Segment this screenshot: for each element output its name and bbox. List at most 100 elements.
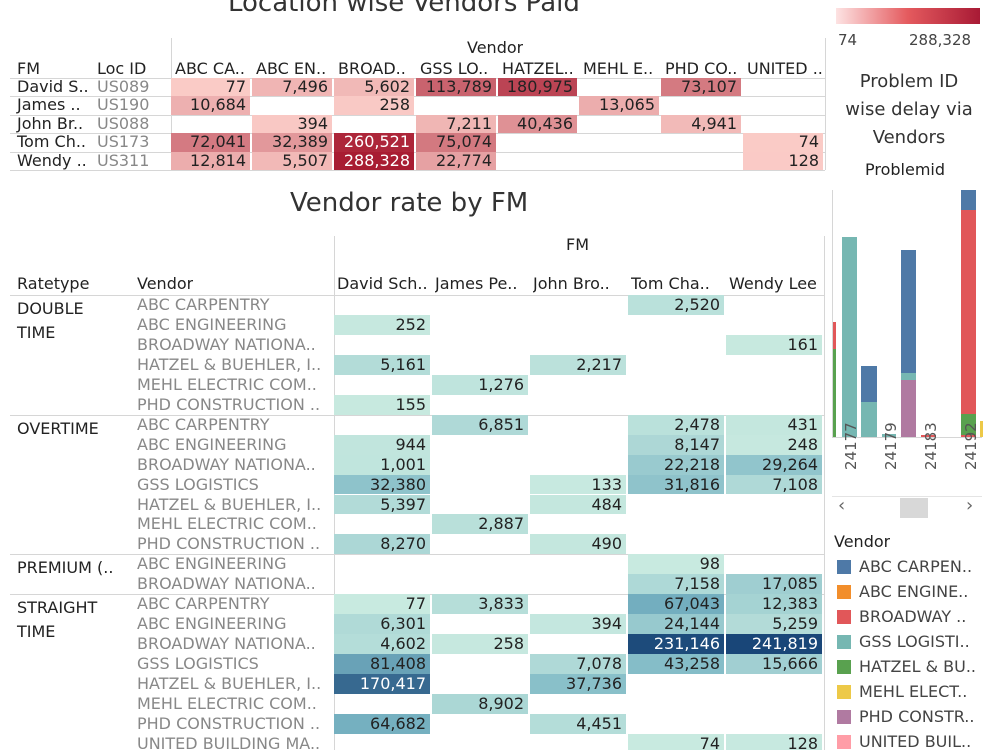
ratetype-name: DOUBLE [17,299,84,318]
heatmap-cell: 258 [432,634,528,655]
right-title-line3: Vendors [872,127,946,148]
vendor-name: PHD CONSTRUCTION .. [137,534,321,554]
legend-label[interactable]: ABC CARPEN.. [859,557,973,576]
heatmap-cell: 17,085 [726,574,822,595]
heatmap-cell: 31,816 [628,474,724,495]
legend-swatch[interactable] [837,735,851,749]
loc-id: US089 [97,77,150,96]
bar-segment [961,190,976,210]
bar-segment [961,435,976,437]
fm-name: Tom Ch.. [17,132,86,152]
scrollbar-thumb[interactable] [900,498,928,518]
group-divider [10,554,824,556]
row-divider [10,170,825,171]
group-divider [10,295,824,296]
problemid-tick: 24183 [922,422,940,470]
legend-label[interactable]: ABC ENGINE.. [859,582,969,601]
heatmap-cell: 7,211 [416,114,496,134]
heatmap-cell: 113,789 [416,77,496,97]
heatmap-cell: 12,814 [171,151,250,170]
heatmap-cell: 81,408 [334,654,430,675]
heatmap-cell: 8,147 [628,434,724,455]
problemid-tick: 24177 [842,422,860,470]
top-vendor-header: MEHL E.. [583,59,654,78]
vendor-name: MEHL ELECTRIC COM.. [137,514,317,534]
grid-line [825,38,826,170]
ratetype-name: PREMIUM (.. [17,558,114,578]
heatmap-cell: 5,259 [726,614,822,635]
heatmap-cell: 74 [743,132,823,152]
bar-segment [961,210,976,414]
fm-name: John Br.. [17,113,84,133]
legend-label[interactable]: UNITED BUIL.. [859,732,972,750]
mid-chart-title: Vendor rate by FM [290,188,529,218]
heatmap-cell: 7,496 [252,77,332,97]
heatmap-cell: 1,276 [432,374,528,395]
heat-legend-min: 74 [838,31,858,49]
legend-label[interactable]: BROADWAY .. [859,607,967,626]
heatmap-cell: 98 [628,554,724,575]
heatmap-cell: 15,666 [726,654,822,675]
legend-label[interactable]: PHD CONSTR.. [859,707,975,726]
grid-line [824,236,825,750]
ratetype-name: STRAIGHT [17,598,98,618]
heatmap-cell: 170,417 [334,674,430,694]
heatmap-cell: 241,819 [726,634,822,655]
vendor-name: ABC ENGINEERING [137,614,287,634]
mid-fm-group-label: FM [566,235,590,254]
bar-segment [861,429,877,437]
heatmap-cell: 5,161 [334,354,430,375]
heatmap-cell: 67,043 [628,594,724,615]
heatmap-cell: 64,682 [334,713,430,734]
heatmap-cell: 7,108 [726,474,822,495]
legend-swatch[interactable] [837,710,851,724]
heatmap-cell: 6,301 [334,614,430,635]
bar-segment [842,237,857,437]
heatmap-cell: 2,478 [628,414,724,435]
legend-label[interactable]: GSS LOGISTI.. [859,632,970,651]
legend-swatch[interactable] [837,610,851,624]
heatmap-cell: 22,774 [416,151,496,170]
bar-segment [861,402,877,429]
top-fm-header: FM [17,59,41,78]
heatmap-cell: 258 [334,95,414,115]
heatmap-cell: 5,602 [334,77,414,97]
legend-swatch[interactable] [837,635,851,649]
top-chart-title: Location wise Vendors Paid [228,0,580,18]
heatmap-cell: 2,217 [530,354,626,375]
heatmap-cell: 40,436 [498,114,577,134]
heatmap-cell: 231,146 [628,634,724,655]
heatmap-cell: 128 [726,733,822,750]
bar-segment [882,434,896,437]
legend-swatch[interactable] [837,585,851,599]
vendor-name: ABC CARPENTRY [137,594,270,614]
legend-label[interactable]: MEHL ELECT.. [859,682,968,701]
legend-label[interactable]: HATZEL & BU.. [859,657,976,676]
heatmap-cell: 8,270 [334,534,430,555]
problemid-axis-label: Problemid [865,160,946,179]
top-vendor-header: BROAD.. [338,59,406,78]
vendor-name: HATZEL & BUEHLER, I.. [137,674,322,694]
mid-fm-header: James Pe.. [435,274,518,293]
vendor-name: PHD CONSTRUCTION .. [137,713,321,733]
top-locid-header: Loc ID [97,59,147,78]
heatmap-cell: 180,975 [498,77,577,97]
heatmap-cell: 32,389 [252,132,332,152]
top-vendor-header: GSS LO.. [420,59,489,78]
top-vendor-header: ABC CA.. [175,59,245,78]
vendor-name: PHD CONSTRUCTION .. [137,394,321,414]
heatmap-cell: 72,041 [171,132,250,152]
legend-swatch[interactable] [837,660,851,674]
heatmap-cell: 4,451 [530,713,626,734]
top-vendor-header: HATZEL.. [502,59,574,78]
legend-swatch[interactable] [837,560,851,574]
scroll-left-button[interactable]: ‹ [838,495,846,516]
heatmap-cell: 12,383 [726,594,822,615]
vendor-name: ABC ENGINEERING [137,554,287,574]
scroll-right-button[interactable]: › [966,495,974,516]
vendor-name: ABC ENGINEERING [137,314,287,334]
heatmap-cell: 1,001 [334,454,430,475]
bar-chart-area [832,190,982,438]
legend-swatch[interactable] [837,685,851,699]
horizontal-scrollbar[interactable]: ‹ › [832,495,982,518]
